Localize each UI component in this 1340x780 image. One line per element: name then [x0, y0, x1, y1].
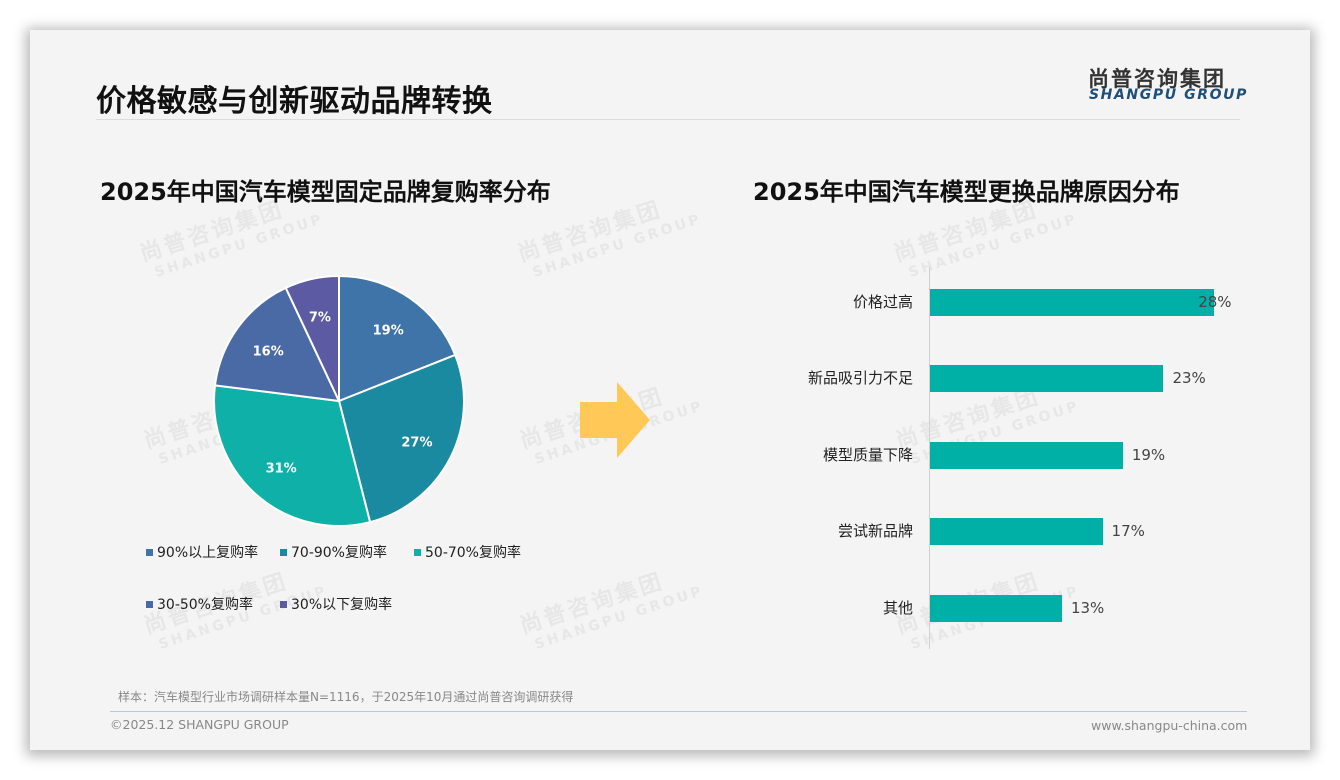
pie-slice-label: 19%: [372, 323, 404, 339]
slide: 尚普咨询集团 SHANGPU GROUP 尚普咨询集团 SHANGPU GROUP …: [30, 30, 1310, 750]
bar-value-label: 28%: [1198, 293, 1232, 311]
pie-slice-label: 27%: [401, 435, 433, 451]
logo-text-cn: 尚普咨询集团: [1088, 67, 1226, 91]
legend-label: 90%以上复购率: [157, 545, 259, 561]
bar-category-label: 其他: [882, 599, 913, 617]
legend-label: 50-70%复购率: [425, 545, 521, 561]
legend-swatch: [280, 548, 287, 556]
bar: [930, 365, 1164, 392]
legend-swatch: [146, 548, 153, 556]
footer-copyright: ©2025.12 SHANGPU GROUP: [110, 717, 289, 732]
legend-item: 30%以下复购率: [280, 594, 392, 614]
pie-slice: [213, 286, 341, 403]
bar-category-label: 尝试新品牌: [837, 522, 913, 540]
pie-chart-title: 2025年中国汽车模型固定品牌复购率分布: [100, 178, 551, 206]
legend-swatch: [280, 600, 287, 608]
bar: [930, 442, 1123, 469]
legend-label: 30-50%复购率: [157, 597, 253, 613]
title-divider: [96, 119, 1240, 120]
bar-category-label: 模型质量下降: [822, 446, 913, 464]
legend-item: 90%以上复购率: [146, 542, 258, 562]
logo-text-en: SHANGPU GROUP: [1089, 87, 1248, 103]
pie-slice: [337, 353, 465, 524]
pie-slice: [213, 384, 372, 527]
footer-website: www.shangpu-china.com: [1091, 718, 1248, 733]
bar-category-label: 价格过高: [852, 293, 913, 311]
bar-value-label: 13%: [1070, 599, 1105, 617]
legend-item: 50-70%复购率: [414, 542, 521, 562]
pie-slice-label: 31%: [265, 461, 297, 477]
bar-chart-title: 2025年中国汽车模型更换品牌原因分布: [753, 178, 1180, 206]
bar-value-label: 19%: [1131, 446, 1166, 464]
legend-label: 70-90%复购率: [291, 545, 387, 561]
bar: [930, 518, 1103, 545]
pie-slice-label: 16%: [252, 344, 284, 360]
bar-value-label: 17%: [1111, 522, 1145, 540]
legend-swatch: [146, 600, 153, 608]
bar-value-label: 23%: [1172, 369, 1206, 387]
legend-item: 30-50%复购率: [146, 594, 253, 614]
pie-slice: [284, 274, 340, 402]
sample-note: 样本：汽车模型行业市场调研样本量N=1116，于2025年10月通过尚普咨询调研…: [118, 690, 574, 704]
legend-swatch: [414, 548, 421, 556]
legend-label: 30%以下复购率: [291, 597, 393, 613]
right-arrow-icon: [580, 382, 650, 458]
legend-item: 70-90%复购率: [280, 542, 387, 562]
pie-slice-label: 7%: [308, 310, 331, 326]
page-title: 价格敏感与创新驱动品牌转换: [96, 84, 493, 119]
footer-divider: [110, 711, 1247, 712]
pie-chart: [213, 274, 465, 527]
bar-category-label: 新品吸引力不足: [807, 369, 913, 387]
bar: [930, 289, 1215, 316]
bar-chart-axis: [929, 267, 930, 649]
bar: [930, 595, 1062, 622]
pie-slice: [338, 274, 457, 403]
